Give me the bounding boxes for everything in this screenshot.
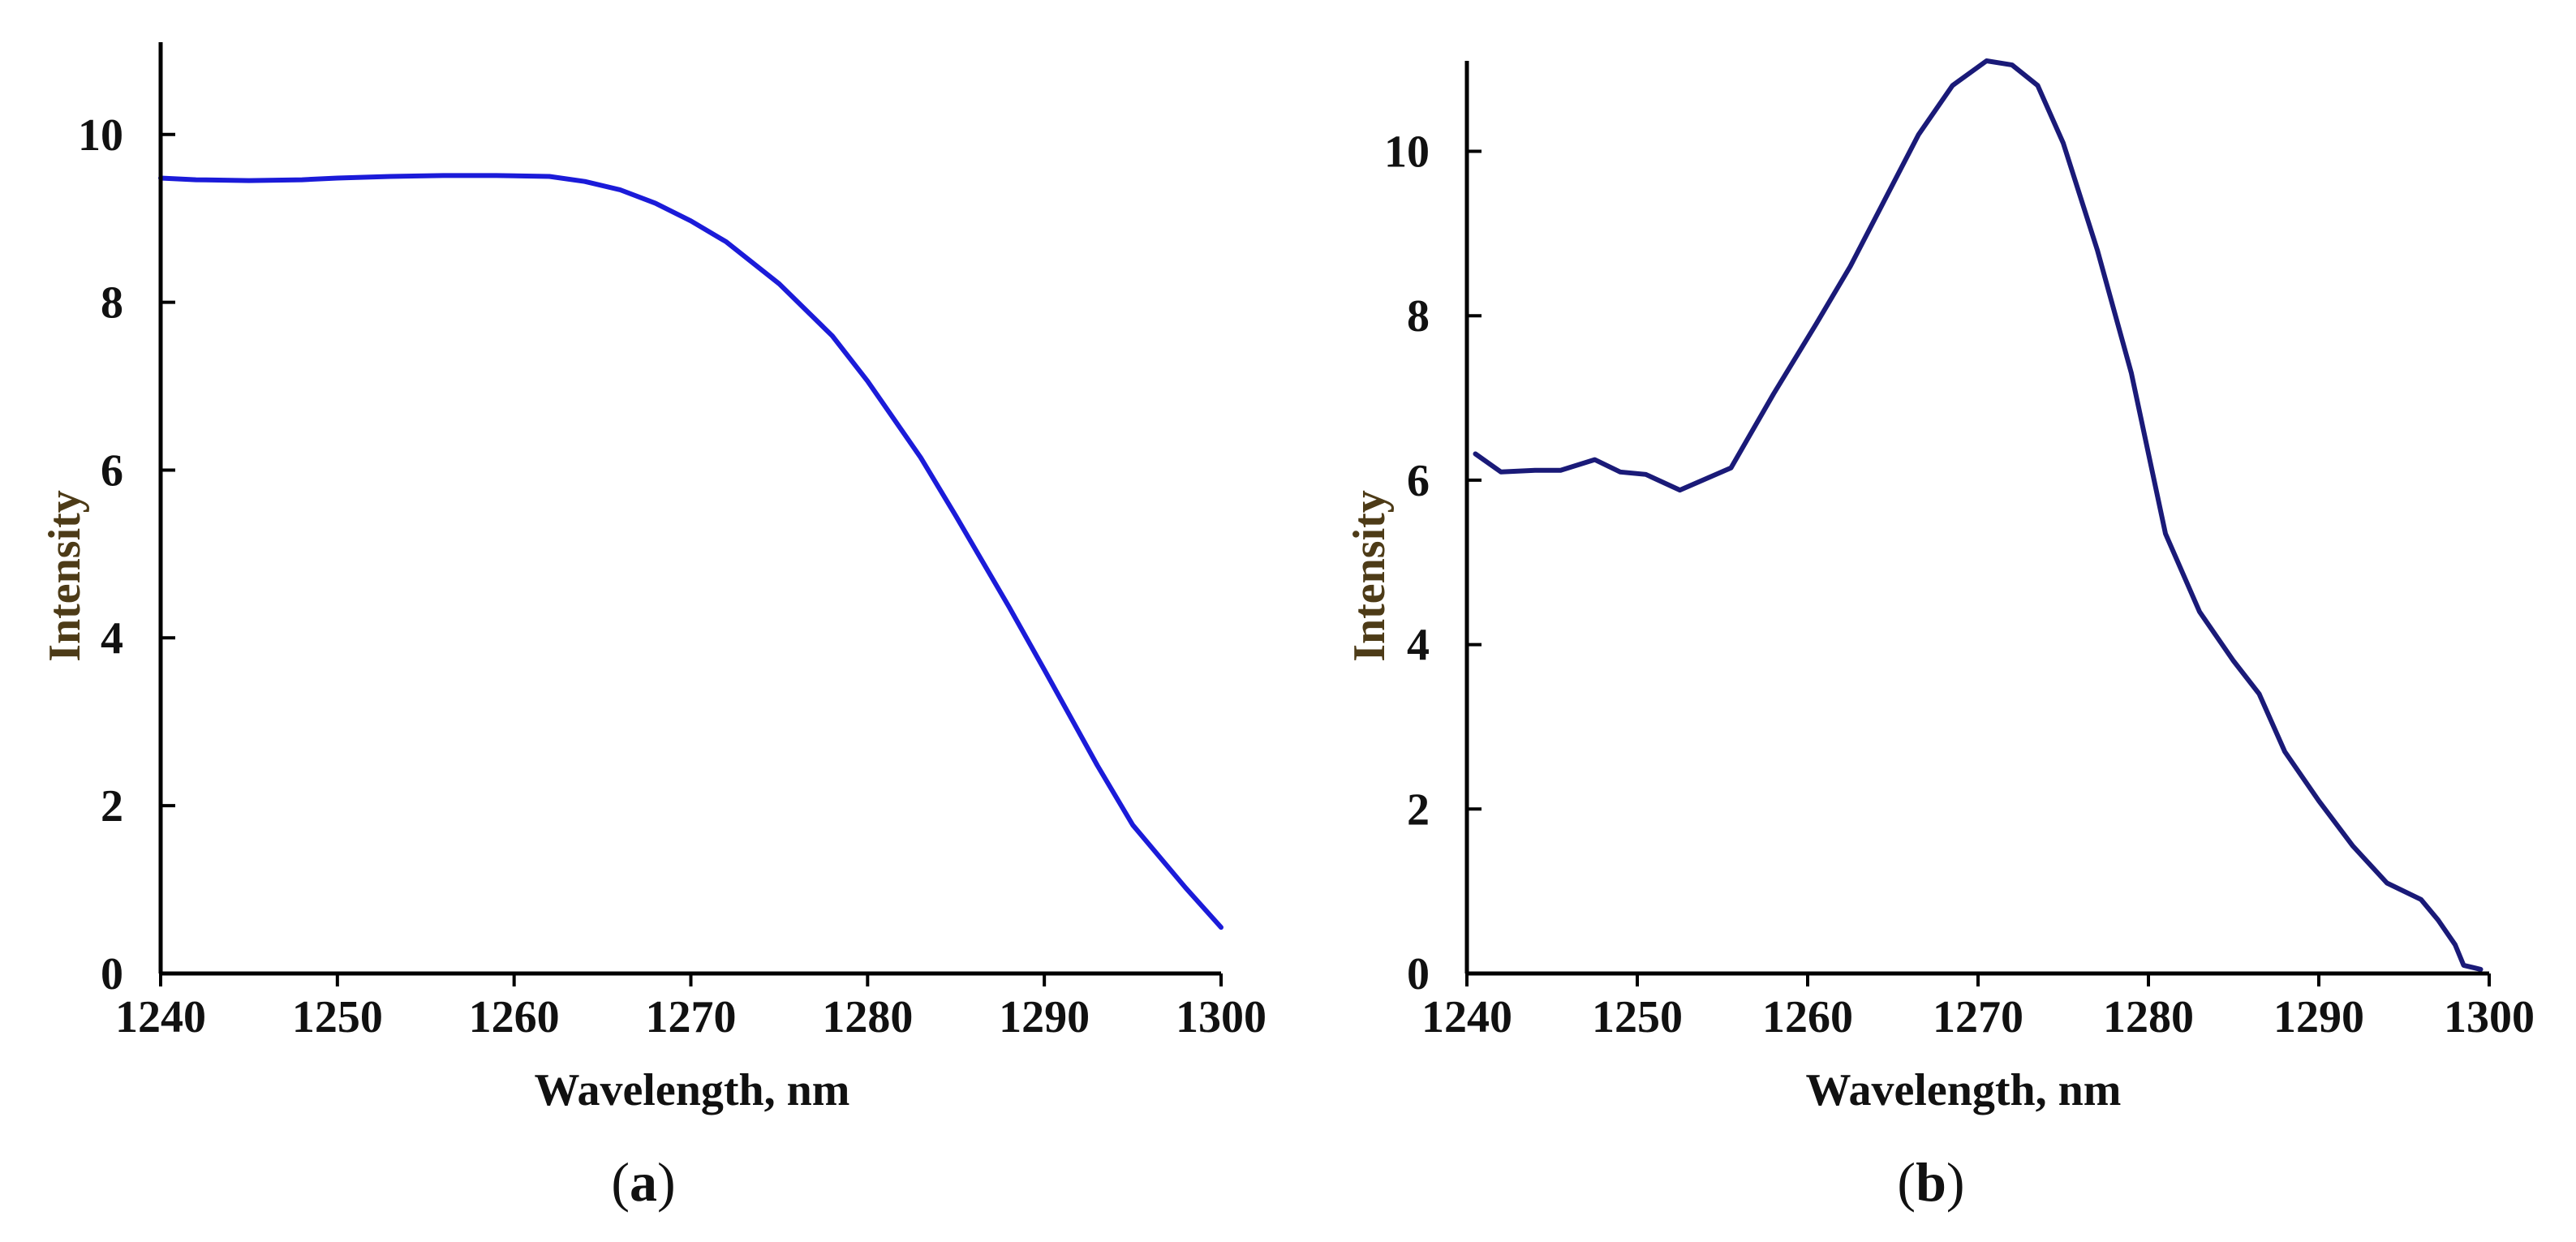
y-tick-label-b-8: 8 <box>1407 291 1430 342</box>
x-tick-label-a-1260: 1260 <box>469 992 560 1042</box>
y-tick-label-a-6: 6 <box>101 445 123 496</box>
panel-label-b: (b) <box>1897 1151 1964 1213</box>
x-axis-title-b: Wavelength, nm <box>1806 1065 2122 1115</box>
x-tick-label-b-1240: 1240 <box>1421 992 1512 1042</box>
panel-label-a: (a) <box>611 1151 675 1213</box>
x-tick-label-a-1250: 1250 <box>292 992 383 1042</box>
y-tick-label-b-6: 6 <box>1407 456 1430 506</box>
ticks-a: 1240 1250 1260 1270 1280 1290 1300 0 2 4 6 8 10 <box>78 110 1266 1042</box>
series-line-a <box>158 173 1223 930</box>
chart-panel-b: 1240 1250 1260 1270 1280 1290 1300 0 2 4 6 8 10 Wave… <box>1344 58 2535 1213</box>
x-tick-label-a-1270: 1270 <box>646 992 737 1042</box>
x-tick-label-a-1240: 1240 <box>115 992 206 1042</box>
x-tick-label-a-1280: 1280 <box>822 992 913 1042</box>
x-tick-label-a-1290: 1290 <box>999 992 1090 1042</box>
panel-label-b-letter: b <box>1916 1151 1946 1213</box>
x-tick-label-b-1290: 1290 <box>2273 992 2364 1042</box>
panel-label-a-letter: a <box>630 1151 657 1213</box>
y-tick-label-a-0: 0 <box>101 949 123 999</box>
x-tick-label-b-1280: 1280 <box>2103 992 2194 1042</box>
y-tick-label-a-8: 8 <box>101 278 123 329</box>
x-tick-label-b-1260: 1260 <box>1762 992 1853 1042</box>
x-tick-label-b-1270: 1270 <box>1933 992 2023 1042</box>
y-tick-label-b-2: 2 <box>1407 784 1430 835</box>
series-line-b <box>1473 58 2484 972</box>
y-tick-label-a-2: 2 <box>101 781 123 832</box>
x-tick-label-b-1300: 1300 <box>2444 992 2535 1042</box>
y-tick-label-a-4: 4 <box>101 613 123 664</box>
y-axis-title-b: Intensity <box>1344 490 1395 662</box>
x-tick-label-a-1300: 1300 <box>1176 992 1266 1042</box>
y-tick-label-b-10: 10 <box>1384 127 1430 177</box>
ticks-b: 1240 1250 1260 1270 1280 1290 1300 0 2 4 6 8 10 <box>1384 127 2535 1042</box>
y-tick-label-b-0: 0 <box>1407 949 1430 999</box>
y-tick-label-b-4: 4 <box>1407 621 1430 671</box>
x-tick-label-b-1250: 1250 <box>1592 992 1683 1042</box>
chart-panel-a: 1240 1250 1260 1270 1280 1290 1300 0 2 4 6 8 10 Wave… <box>40 42 1266 1213</box>
x-axis-title-a: Wavelength, nm <box>535 1065 850 1115</box>
y-tick-label-a-10: 10 <box>78 110 123 161</box>
y-axis-title-a: Intensity <box>40 490 90 662</box>
